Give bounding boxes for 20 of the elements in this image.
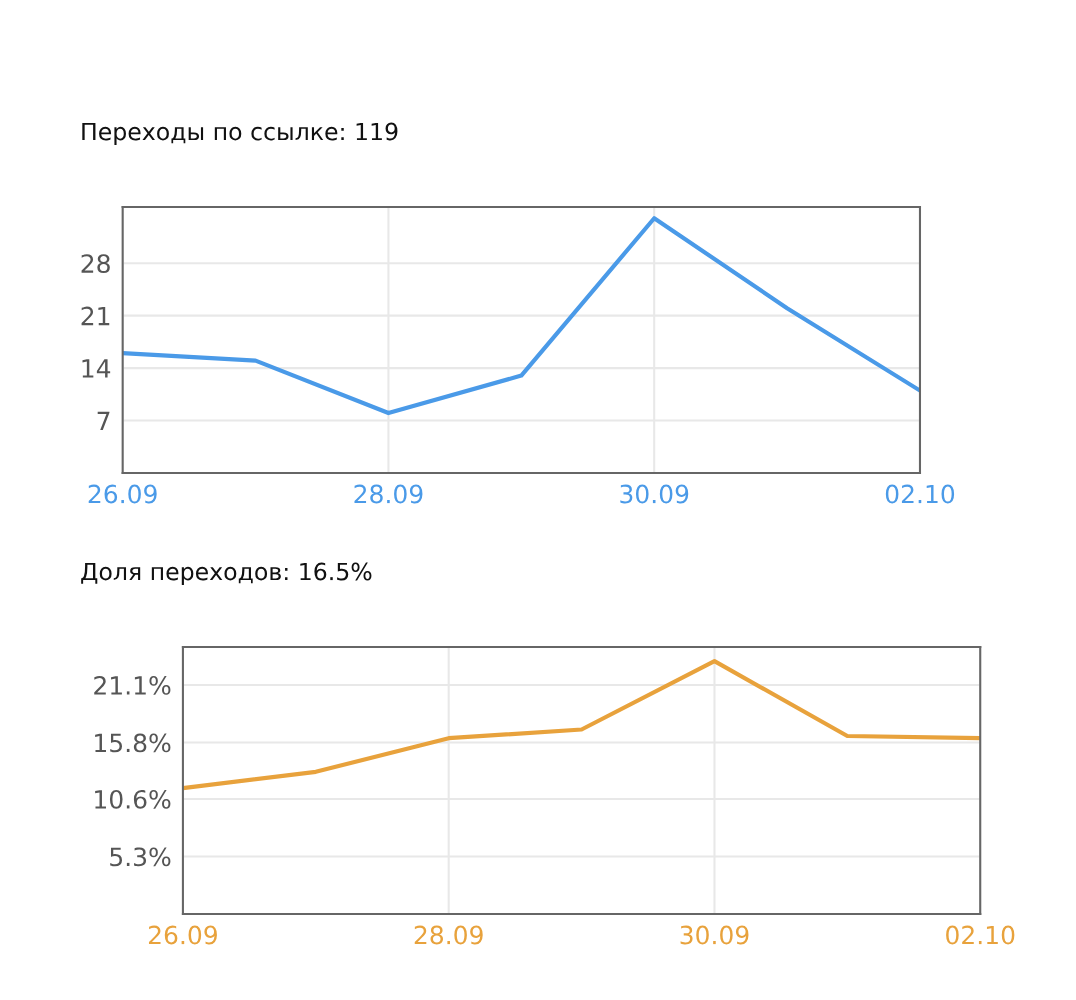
x-tick-label: 26.09 xyxy=(88,484,157,504)
x-tick-label: 02.10 xyxy=(885,484,955,504)
line-series xyxy=(122,216,920,416)
y-tick-label: 21.1% xyxy=(94,675,171,695)
x-tick-label: 26.09 xyxy=(148,925,217,945)
y-tick-label: 7 xyxy=(97,411,110,431)
x-tick-label: 30.09 xyxy=(680,925,749,945)
x-tick-label: 28.09 xyxy=(354,484,423,504)
y-tick-label: 14 xyxy=(82,359,111,378)
chart-title: Доля переходов: 16.5% xyxy=(81,562,372,585)
y-tick-label: 15.8% xyxy=(95,733,171,753)
y-tick-label: 10.6% xyxy=(95,789,171,809)
y-tick-label: 28 xyxy=(81,254,110,274)
line-series xyxy=(182,659,981,791)
x-tick-label: 28.09 xyxy=(414,925,483,945)
x-tick-label: 30.09 xyxy=(620,484,689,504)
y-tick-label: 5.3% xyxy=(110,847,171,867)
x-tick-label: 02.10 xyxy=(946,925,1015,945)
y-tick-label: 21 xyxy=(81,306,110,326)
chart-title: Переходы по ссылке: 119 xyxy=(82,122,398,145)
